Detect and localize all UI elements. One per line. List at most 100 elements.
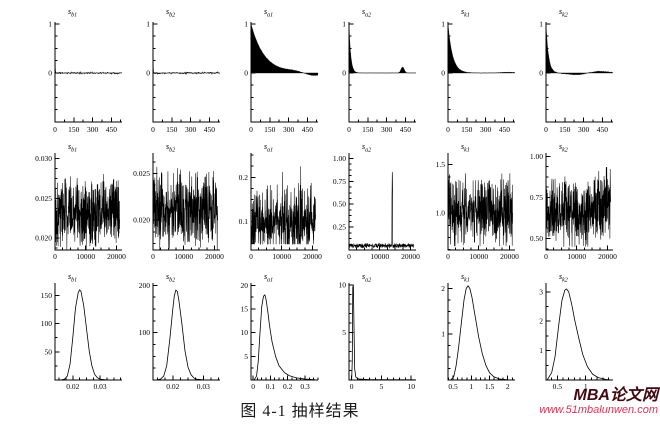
acf-series xyxy=(545,23,614,76)
tick-label: 150 xyxy=(264,125,276,134)
plot-svg: 0 150 300 450 0 1 sb2 xyxy=(146,7,221,134)
plot-title: sa1 xyxy=(264,272,273,284)
tick-label: 1 xyxy=(584,382,588,391)
plot-title: sk1 xyxy=(461,7,470,19)
tick-label: 300 xyxy=(480,125,492,134)
tick-label: 0 xyxy=(151,125,155,134)
trace-series xyxy=(54,174,120,251)
tick-label: 300 xyxy=(283,125,295,134)
plot-title: sk2 xyxy=(559,272,568,284)
tick-label: 3 xyxy=(539,287,543,296)
tick-label: 20000 xyxy=(107,252,126,261)
acf-series xyxy=(152,23,221,75)
plot-title: sa1 xyxy=(264,142,273,154)
watermark-url: www.51mbalunwen.com xyxy=(539,403,658,416)
tick-label: 0.025 xyxy=(35,194,52,203)
plot-svg: 0 150 300 450 0 1 sa1 xyxy=(244,7,319,134)
tick-label: 0.75 xyxy=(333,177,346,186)
tick-label: 0.5 xyxy=(553,382,563,391)
tick-label: 1 xyxy=(539,19,543,28)
tick-label: 10000 xyxy=(567,252,586,261)
tick-label: 1.5 xyxy=(436,160,446,169)
subplot-density-b2: 0.02 0.03 100 200 sb2 xyxy=(118,268,228,394)
trace-series xyxy=(152,166,218,251)
acf-series xyxy=(54,23,123,75)
density-series xyxy=(155,289,213,381)
tick-label: 0.030 xyxy=(35,154,52,163)
tick-label: 0.2 xyxy=(239,173,249,182)
tick-label: 0 xyxy=(441,68,445,77)
trace-series xyxy=(348,171,414,249)
subplot-density-k2: 0.5 1 1 2 3 sk2 xyxy=(511,268,621,394)
subplot-trace-b2: 0 10000 20000 0.020 0.025 sb2 xyxy=(118,140,228,264)
axes xyxy=(348,283,416,381)
tick-label: 150 xyxy=(166,125,178,134)
density-series xyxy=(253,294,316,381)
tick-label: 10 xyxy=(241,328,249,337)
tick-label: 150 xyxy=(559,125,571,134)
tick-label: 0.02 xyxy=(166,382,179,391)
plot-title: sb2 xyxy=(166,142,175,154)
tick-label: 10 xyxy=(407,382,415,391)
tick-label: 0 xyxy=(251,382,255,391)
tick-label: 0 xyxy=(544,252,548,261)
tick-label: 0.75 xyxy=(530,193,543,202)
plot-title: sb1 xyxy=(68,142,77,154)
tick-label: 0 xyxy=(244,68,248,77)
density-series xyxy=(350,284,415,381)
plot-title: sb1 xyxy=(68,7,77,19)
plot-svg: 0 150 300 450 0 1 sk1 xyxy=(441,7,516,134)
tick-label: 10000 xyxy=(174,252,193,261)
tick-label: 0.02 xyxy=(66,382,79,391)
plot-svg: 0 5 10 5 10 sa2 xyxy=(339,272,416,391)
tick-label: 0 xyxy=(53,252,57,261)
tick-label: 0.03 xyxy=(197,382,210,391)
subplot-acf-a2: 0 150 300 450 0 1 sa2 xyxy=(314,2,424,138)
tick-label: 1 xyxy=(441,19,445,28)
subplot-trace-k1: 0 10000 20000 1.0 1.5 sk1 xyxy=(413,140,523,264)
plot-svg: 0 10000 20000 0.020 0.025 0.030 sb1 xyxy=(35,142,126,261)
tick-label: 0 xyxy=(53,125,57,134)
plot-svg: 0 10000 20000 0.25 0.50 0.75 1.00 sa2 xyxy=(333,142,420,261)
plot-svg: 0 10000 20000 0.1 0.2 sa1 xyxy=(239,142,322,261)
axes xyxy=(348,153,416,251)
tick-label: 0.50 xyxy=(530,234,543,243)
tick-label: 200 xyxy=(139,281,151,290)
tick-label: 0.3 xyxy=(300,382,310,391)
plot-title: sb2 xyxy=(166,272,175,284)
subplot-density-k1: 0.5 1 1.5 2 1 2 sk1 xyxy=(413,268,523,394)
tick-label: 1.0 xyxy=(436,209,446,218)
acf-series xyxy=(348,23,417,74)
tick-label: 20000 xyxy=(401,252,420,261)
tick-label: 1 xyxy=(342,19,346,28)
tick-label: 1.00 xyxy=(530,152,543,161)
trace-series xyxy=(545,167,611,247)
tick-label: 50 xyxy=(45,347,53,356)
tick-label: 0 xyxy=(347,252,351,261)
plot-svg: 0 10000 20000 1.0 1.5 sk1 xyxy=(436,142,519,261)
density-series xyxy=(546,288,612,381)
tick-label: 450 xyxy=(499,125,511,134)
watermark: MBA论文网 www.51mbalunwen.com xyxy=(539,387,658,416)
plot-title: sb1 xyxy=(68,272,77,284)
tick-label: 0 xyxy=(146,68,150,77)
tick-label: 20000 xyxy=(303,252,322,261)
plot-title: sa2 xyxy=(362,272,371,284)
tick-label: 0 xyxy=(350,382,354,391)
tick-label: 1 xyxy=(469,382,473,391)
plot-svg: 0 150 300 450 0 1 sb1 xyxy=(48,7,123,134)
tick-label: 10000 xyxy=(76,252,95,261)
tick-label: 150 xyxy=(68,125,80,134)
tick-label: 2 xyxy=(441,284,445,293)
tick-label: 0 xyxy=(249,125,253,134)
tick-label: 0.03 xyxy=(94,382,107,391)
plot-svg: 0 150 300 450 0 1 sk2 xyxy=(539,7,614,134)
tick-label: 0 xyxy=(539,68,543,77)
axes xyxy=(447,283,515,381)
tick-label: 100 xyxy=(139,328,151,337)
tick-label: 450 xyxy=(597,125,609,134)
density-series xyxy=(450,285,510,381)
plot-svg: 0 150 300 450 0 1 sa2 xyxy=(342,7,417,134)
plot-title: sk1 xyxy=(461,142,470,154)
